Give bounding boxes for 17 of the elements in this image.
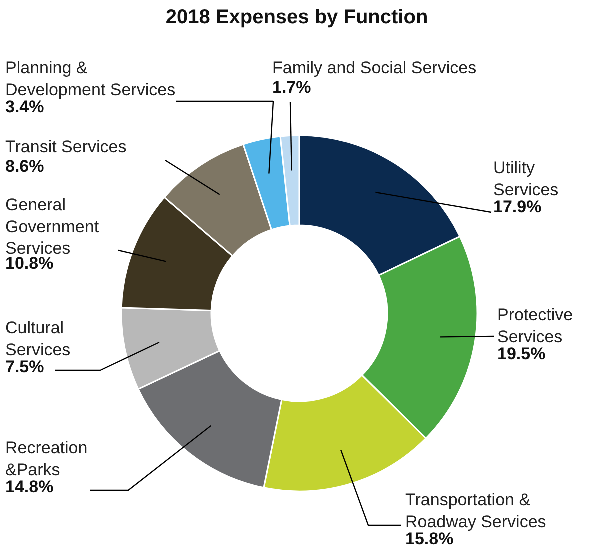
slice-label: Cultural Services — [6, 318, 71, 360]
slice-label: Transit Services — [6, 138, 127, 156]
slice-label: Recreation &Parks — [6, 438, 88, 480]
data-label: 17.9% — [494, 198, 542, 216]
slice-label: Transportation & Roadway Services — [406, 490, 546, 532]
data-label: 7.5% — [6, 358, 44, 376]
slice-label: Utility Services — [494, 158, 559, 200]
data-label: 3.4% — [6, 98, 44, 116]
slice-label: Planning & Development Services — [6, 58, 176, 100]
data-label: 15.8% — [406, 530, 454, 548]
data-label: 19.5% — [498, 344, 546, 364]
slice-label: Protective Services — [498, 306, 574, 346]
data-label: 14.8% — [6, 478, 54, 496]
data-label: 1.7% — [272, 78, 312, 97]
chart-title: 2018 Expenses by Function — [166, 6, 428, 28]
data-label: 8.6% — [6, 157, 44, 176]
slice-label: Family and Social Services — [272, 58, 477, 78]
